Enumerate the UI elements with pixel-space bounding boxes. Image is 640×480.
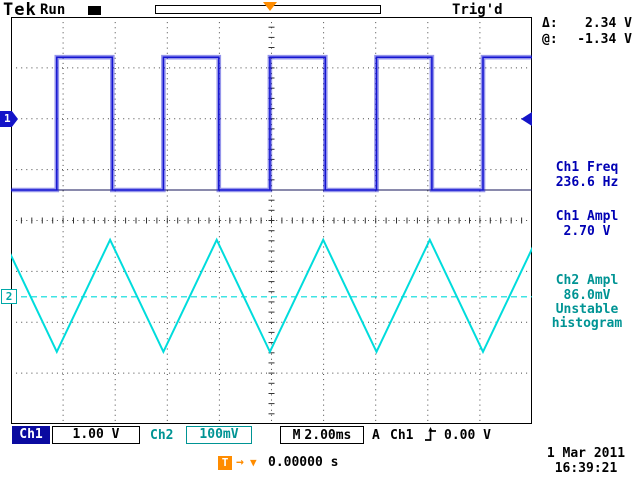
delta-value: 2.34 V xyxy=(585,16,632,31)
down-marker-icon: ▼ xyxy=(250,456,257,469)
time-readout: 16:39:21 xyxy=(554,461,618,476)
waveform-display xyxy=(11,17,532,424)
ch1-scale-readout: 1.00 V xyxy=(52,426,140,444)
trigger-level-readout: 0.00 V xyxy=(444,428,491,443)
ch1-ampl-value: 2.70 V xyxy=(563,224,611,239)
trigger-status: Trig'd xyxy=(452,2,503,18)
ch1-badge: Ch1 xyxy=(12,426,50,444)
delta-label: Δ: xyxy=(542,16,558,31)
at-value: -1.34 V xyxy=(577,32,632,47)
horizontal-trigger-t-icon: T xyxy=(218,456,232,470)
trigger-level-arrow-icon xyxy=(521,112,532,126)
date-readout: 1 Mar 2011 xyxy=(546,446,626,461)
cursor-delta-readout: Δ: 2.34 V xyxy=(534,16,640,31)
at-label: @: xyxy=(542,32,558,47)
ch2-badge: Ch2 xyxy=(150,428,174,443)
ch2-scale-readout: 100mV xyxy=(186,426,252,444)
trigger-position-arrow-icon xyxy=(263,2,277,11)
ch2-ground-marker: 2 xyxy=(1,289,17,304)
ch1-freq-label: Ch1 Freq xyxy=(555,160,619,175)
horizontal-position-value: 0.00000 s xyxy=(268,455,339,470)
trigger-source: Ch1 xyxy=(390,428,414,443)
ch1-ampl-label: Ch1 Ampl xyxy=(555,209,619,224)
timebase-value: 2.00ms xyxy=(304,427,352,443)
cursor-at-readout: @: -1.34 V xyxy=(534,32,640,47)
ch1-ground-marker: 1 xyxy=(0,111,18,127)
rising-edge-slope-icon xyxy=(425,427,436,441)
ch2-measure-note-line1: Unstable xyxy=(555,302,619,317)
acquisition-state: Run xyxy=(40,2,66,18)
ch2-ampl-value: 86.0mV xyxy=(563,288,611,303)
right-arrow-icon: → xyxy=(236,455,244,470)
acquisition-indicator-icon xyxy=(88,6,101,15)
timebase-readout: M 2.00ms xyxy=(280,426,364,444)
trigger-mode: A xyxy=(372,428,380,443)
ch2-ampl-label: Ch2 Ampl xyxy=(555,273,619,288)
timebase-label: M xyxy=(292,427,301,443)
tek-logo: Tek xyxy=(3,0,37,20)
ch2-measure-note-line2: histogram xyxy=(551,316,623,331)
ch1-freq-value: 236.6 Hz xyxy=(555,175,619,190)
